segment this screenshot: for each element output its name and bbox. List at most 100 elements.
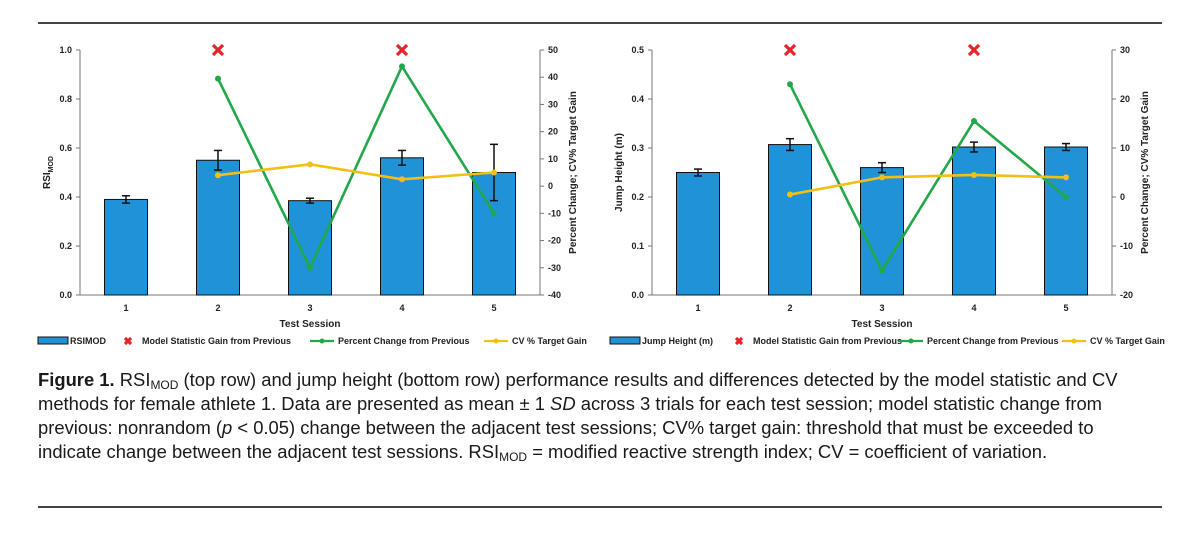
legend-label: Model Statistic Gain from Previous — [753, 336, 902, 346]
bar — [288, 200, 332, 296]
series-line — [789, 173, 1067, 196]
model-gain-marker — [783, 43, 797, 57]
y-tick-label: 0.8 — [59, 94, 72, 104]
legend-swatch-point — [1071, 338, 1077, 344]
y2-tick-label: 20 — [1120, 94, 1130, 104]
legend-swatch-marker — [123, 336, 133, 346]
legend-swatch-marker — [734, 336, 744, 346]
bar — [952, 146, 996, 296]
y-tick-label: 0.2 — [631, 192, 644, 202]
series-line — [217, 163, 495, 181]
x-tick-label: 5 — [491, 303, 496, 313]
marker-stroke — [395, 43, 409, 57]
series-point — [215, 75, 221, 82]
caption-text: across 3 trials for each test session; m… — [38, 393, 1103, 438]
y2-tick-label: 40 — [548, 72, 558, 82]
series-line — [216, 63, 496, 271]
series-point — [1063, 174, 1069, 181]
caption-text: = modified reactive strength index; CV =… — [527, 441, 1048, 462]
bar — [768, 144, 812, 296]
y-tick-label: 0.0 — [631, 290, 644, 300]
series-point — [879, 267, 885, 274]
x-tick-label: 1 — [695, 303, 700, 313]
y2-tick-label: 0 — [548, 181, 553, 191]
legend: Jump Height (m) Model Statistic Gain from… — [609, 336, 1165, 346]
series-point — [879, 174, 885, 181]
series-line — [788, 83, 1067, 274]
caption-subscript: MOD — [150, 378, 179, 392]
series-point — [971, 118, 977, 125]
figure-caption: Figure 1. RSIMOD (top row) and jump heig… — [38, 368, 1162, 464]
marker-stroke — [783, 43, 797, 57]
y-tick-label: 0.4 — [631, 94, 644, 104]
series-point — [787, 81, 793, 88]
series-point — [1063, 194, 1069, 200]
y2-tick-label: 20 — [548, 127, 558, 137]
x-tick-label: 4 — [399, 303, 404, 313]
bar — [104, 198, 148, 296]
y-tick-label: 0.6 — [59, 143, 72, 153]
y-tick-label: 0.5 — [631, 45, 644, 55]
series-point — [399, 63, 405, 70]
x-tick-label: 3 — [879, 303, 884, 313]
legend-label: CV % Target Gain — [1090, 336, 1165, 346]
x-tick-label: 3 — [307, 303, 312, 313]
model-gain-marker — [211, 43, 225, 57]
top-rule — [38, 22, 1162, 24]
legend-swatch-bar — [609, 336, 641, 345]
caption-label: Figure 1. — [38, 369, 115, 390]
legend-label: Jump Height (m) — [642, 336, 713, 346]
y2-tick-label: -10 — [1120, 241, 1133, 251]
marker-stroke — [967, 43, 981, 57]
y-tick-label: 0.1 — [631, 241, 644, 251]
series-point — [307, 161, 313, 168]
y-tick-label: 0.3 — [631, 143, 644, 153]
legend-swatch-bar — [37, 336, 69, 345]
series-point — [491, 210, 497, 217]
bar — [1044, 146, 1088, 296]
x-tick-label: 1 — [123, 303, 128, 313]
caption-text: < 0.05) change between the adjacent test… — [38, 417, 1094, 462]
bottom-rule — [38, 506, 1162, 508]
x-axis-title: Test Session — [280, 319, 341, 330]
y2-tick-label: -20 — [548, 236, 561, 246]
series-point — [399, 176, 405, 183]
legend-swatch-point — [493, 338, 499, 344]
model-gain-marker — [967, 43, 981, 57]
y2-tick-label: 50 — [548, 45, 558, 55]
y2-tick-label: 30 — [1120, 45, 1130, 55]
series-point — [491, 169, 497, 176]
series-point — [787, 191, 793, 198]
x-tick-label: 4 — [971, 303, 976, 313]
y-axis-title-subscript: MOD — [48, 156, 55, 172]
y2-tick-label: -30 — [548, 263, 561, 273]
series-point — [215, 172, 221, 179]
y-tick-label: 0.0 — [59, 290, 72, 300]
legend-label: CV % Target Gain — [512, 336, 587, 346]
y2-tick-label: 0 — [1120, 192, 1125, 202]
y2-tick-label: -20 — [1120, 290, 1133, 300]
y2-tick-label: 30 — [548, 99, 558, 109]
y-tick-label: 0.2 — [59, 241, 72, 251]
caption-italic: SD — [550, 393, 576, 414]
x-tick-label: 5 — [1063, 303, 1068, 313]
x-axis-title: Test Session — [852, 319, 913, 330]
jump-height-chart: 0.0 0.1 0.2 0.3 0.4 0.5 -20 -10 0 10 20 30 1 2 3 4 5 Test… — [609, 43, 1165, 346]
y2-axis-title: Percent Change; CV% Target Gain — [1140, 91, 1151, 254]
legend-label: RSIMOD — [70, 336, 107, 346]
caption-text: RSI — [114, 369, 151, 390]
legend-swatch-point — [908, 338, 914, 344]
x-tick-label: 2 — [787, 303, 792, 313]
marker-stroke — [123, 336, 133, 346]
legend: RSIMOD Model Statistic Gain from Previous… — [37, 336, 587, 346]
legend-label: Percent Change from Previous — [927, 336, 1059, 346]
y2-tick-label: 10 — [1120, 143, 1130, 153]
legend-swatch-point — [319, 338, 325, 344]
model-gain-marker — [395, 43, 409, 57]
x-tick-label: 2 — [215, 303, 220, 313]
bar — [196, 159, 240, 296]
y-tick-label: 0.4 — [59, 192, 72, 202]
y2-tick-label: 10 — [548, 154, 558, 164]
bar — [676, 172, 720, 296]
marker-stroke — [734, 336, 744, 346]
